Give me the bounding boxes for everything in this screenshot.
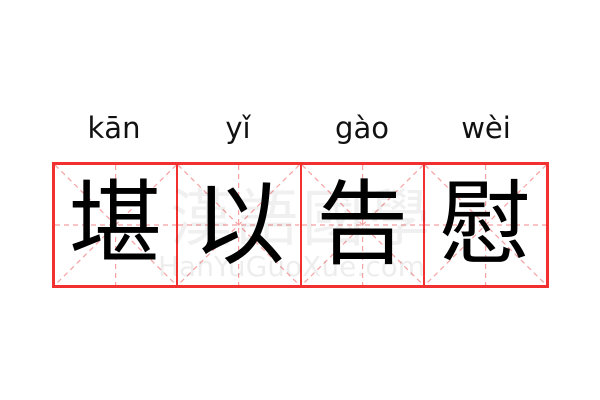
guide-lines [425, 165, 546, 285]
pinyin-4: wèi [461, 111, 511, 145]
guide-lines [178, 165, 299, 285]
hanzi-2: 以 [192, 171, 285, 278]
grid-cell: 以 [178, 165, 302, 285]
grid-cell: 堪 [55, 165, 179, 285]
grid-cell: 慰 [425, 165, 546, 285]
pinyin-2: yǐ [225, 111, 251, 145]
hanzi-4: 慰 [439, 171, 532, 278]
pinyin-1: kān [87, 111, 141, 145]
hanzi-3: 告 [316, 171, 409, 278]
guide-lines [55, 165, 176, 285]
guide-lines [302, 165, 423, 285]
watermark-latin: HanYuGuoXue.com [158, 250, 426, 283]
pinyin-3: gào [335, 111, 389, 145]
character-grid: 堪 以 告 慰 [52, 162, 549, 288]
grid-cell: 告 [302, 165, 425, 285]
hanzi-1: 堪 [69, 171, 162, 278]
watermark-chinese: 漢語國學 [170, 182, 435, 255]
